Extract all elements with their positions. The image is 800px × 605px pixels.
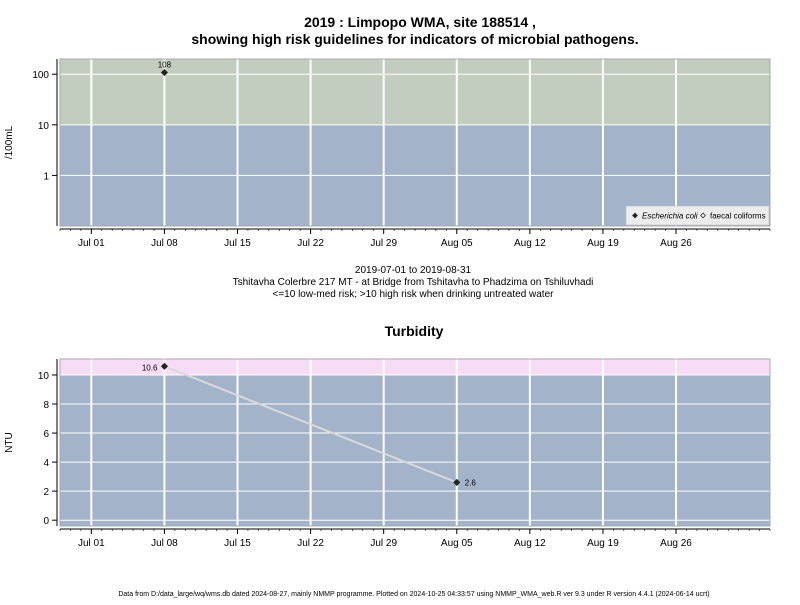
y-tick-label: 8 — [43, 400, 49, 411]
data-point-e-coli — [160, 68, 168, 77]
legend: Escherichia coli faecal coliforms — [625, 205, 770, 226]
plot-frame — [59, 358, 771, 527]
turbidity-data-label: 2.6 — [465, 478, 477, 487]
turbidity-title: Turbidity — [385, 323, 444, 339]
turbidity-data-label: 10.6 — [142, 363, 158, 372]
turbidity-panel: Jul 01 Jul 08 Jul 15 Jul 22 Jul 29 Aug 05 Aug … — [4, 358, 771, 549]
y-tick-label: 1 — [43, 171, 49, 182]
x-tick-label: Jul 01 — [78, 538, 105, 549]
turbidity-line — [164, 365, 458, 484]
risk-note: <=10 low-med risk; >10 high risk when dr… — [273, 289, 555, 300]
legend-marker-faecal-coliforms — [700, 212, 706, 219]
plot-frame — [59, 58, 771, 227]
x-tick-label: Jul 29 — [370, 538, 397, 549]
turbidity-point — [160, 362, 168, 370]
x-tick-label: Jul 15 — [224, 238, 251, 249]
y-tick-label: 10 — [38, 371, 50, 382]
x-tick-label: Jul 29 — [370, 238, 397, 249]
y-tick-label: 100 — [32, 70, 49, 81]
y-tick-label: 4 — [43, 458, 49, 469]
turbidity-point — [453, 478, 461, 487]
x-tick-label: Aug 26 — [660, 538, 692, 549]
x-tick-label: Jul 08 — [151, 538, 178, 549]
x-tick-label: Jul 15 — [224, 538, 251, 549]
x-tick-label: Aug 12 — [514, 538, 546, 549]
legend-marker-e-coli — [632, 212, 638, 219]
main-title-line2: showing high risk guidelines for indicat… — [191, 31, 638, 47]
y-tick-label: 6 — [43, 429, 49, 440]
low-risk-band — [60, 374, 770, 526]
x-tick-label: Jul 22 — [297, 238, 324, 249]
data-label: 108 — [158, 61, 172, 70]
date-range-label: 2019-07-01 to 2019-08-31 — [355, 265, 472, 276]
x-tick-label: Aug 19 — [587, 238, 619, 249]
legend-label-faecal-coliforms: faecal coliforms — [710, 212, 766, 221]
x-tick-label: Aug 26 — [660, 238, 692, 249]
y-axis-title: NTU — [4, 432, 15, 453]
x-tick-label: Jul 08 — [151, 238, 178, 249]
legend-box — [625, 205, 770, 226]
y-tick-label: 0 — [43, 516, 49, 527]
y-tick-label: 10 — [38, 121, 50, 132]
y-tick-label: 2 — [43, 487, 49, 498]
legend-label-e-coli: Escherichia coli — [642, 212, 698, 221]
y-axis-title: /100mL — [4, 125, 15, 159]
footer-note: Data from D:/data_large/wq/wms.db dated … — [118, 591, 709, 598]
x-tick-label: Jul 22 — [297, 538, 324, 549]
x-tick-label: Jul 01 — [78, 238, 105, 249]
high-risk-band — [60, 59, 770, 125]
microbial-panel: Jul 01 Jul 08 Jul 15 Jul 22 Jul 29 Aug 05 Aug … — [4, 58, 771, 249]
site-description: Tshitavha Colerbre 217 MT - at Bridge fr… — [233, 277, 594, 288]
x-tick-label: Aug 19 — [587, 538, 619, 549]
x-tick-label: Aug 05 — [441, 238, 473, 249]
x-tick-label: Aug 12 — [514, 238, 546, 249]
main-title-line1: 2019 : Limpopo WMA, site 188514 , — [304, 14, 536, 30]
x-tick-label: Aug 05 — [441, 538, 473, 549]
